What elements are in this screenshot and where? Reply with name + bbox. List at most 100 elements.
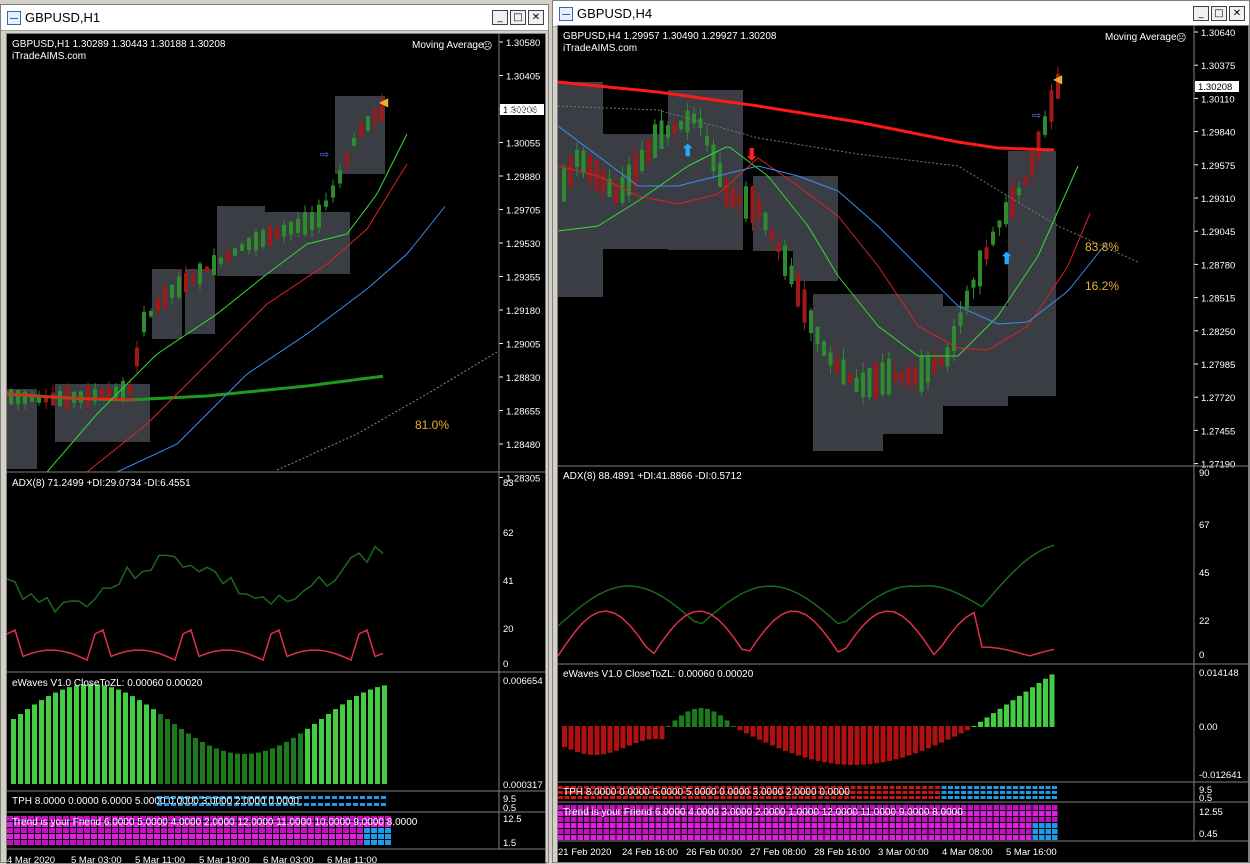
chart-area[interactable]: ⬆ ⬇ ⬆ ◀ ⇨ GBPUSD,H4 1.29957 1.30490 1.29927 … bbox=[557, 25, 1249, 863]
trend-cell bbox=[175, 828, 181, 833]
tph-panel[interactable] bbox=[558, 786, 1057, 799]
trend-cell bbox=[357, 840, 363, 845]
trend-cell bbox=[733, 817, 739, 822]
tph-dot bbox=[662, 791, 667, 794]
tph-dot bbox=[623, 786, 628, 789]
trend-cell bbox=[792, 805, 798, 810]
trend-cell bbox=[371, 828, 377, 833]
chart-canvas[interactable]: ◀⇨ GBPUSD,H1 1.30289 1.30443 1.30188 1.3… bbox=[7, 34, 546, 864]
trend-cell bbox=[1026, 811, 1032, 816]
tph-dot bbox=[1052, 796, 1057, 799]
trend-cell bbox=[746, 829, 752, 834]
ewaves-bar bbox=[95, 684, 100, 784]
maximize-button[interactable]: □ bbox=[1211, 6, 1227, 21]
price-tick-label: 1.28480 bbox=[506, 440, 540, 451]
tph-dot bbox=[746, 786, 752, 789]
maximize-button[interactable]: □ bbox=[510, 10, 526, 25]
trend-cell bbox=[759, 835, 765, 840]
bear-candle bbox=[1010, 187, 1015, 218]
tph-dot bbox=[902, 791, 908, 794]
ewaves-bar bbox=[39, 700, 44, 784]
tph-dot bbox=[954, 796, 960, 799]
price-tick-label: 1.27985 bbox=[1201, 360, 1235, 371]
bull-candle bbox=[366, 116, 370, 131]
tph-dot bbox=[655, 791, 661, 794]
trend-cell bbox=[616, 811, 622, 816]
trend-cell bbox=[701, 805, 707, 810]
tph-dot bbox=[883, 791, 888, 794]
trend-cell bbox=[1000, 835, 1006, 840]
minimize-button[interactable]: _ bbox=[492, 10, 508, 25]
tph-dot bbox=[374, 796, 379, 799]
ewaves-bar bbox=[11, 719, 16, 784]
trend-cell bbox=[308, 840, 314, 845]
trend-cell bbox=[863, 805, 869, 810]
trend-cell bbox=[161, 834, 167, 839]
trend-cell bbox=[974, 817, 980, 822]
close-button[interactable]: ✕ bbox=[1229, 6, 1245, 21]
trend-cell bbox=[308, 834, 314, 839]
trend-cell bbox=[616, 817, 622, 822]
ewaves-panel[interactable] bbox=[11, 684, 387, 784]
ewaves-bar bbox=[1030, 687, 1035, 727]
trend-cell bbox=[245, 828, 251, 833]
adx-panel[interactable] bbox=[7, 545, 384, 662]
trend-cell bbox=[1019, 805, 1025, 810]
trend-cell bbox=[1032, 811, 1038, 816]
price-panel[interactable]: ◀⇨ bbox=[7, 94, 498, 473]
chart-window-h1[interactable]: GBPUSD,H1 _ □ ✕ ◀ ⇨ GBPUSD,H1 1.30289 1.3… bbox=[0, 4, 549, 864]
trend-cell bbox=[759, 817, 765, 822]
price-tick-label: 1.27455 bbox=[1201, 426, 1235, 437]
chart-window-h4[interactable]: GBPUSD,H4 _ □ ✕ ⬆ ⬇ ⬆ ◀ ⇨ GBPUSD,H4 1.29957 … bbox=[552, 0, 1250, 863]
tph-dot bbox=[276, 803, 281, 806]
bull-candle bbox=[352, 138, 356, 146]
trend-cell bbox=[857, 805, 863, 810]
trend-cell bbox=[772, 817, 778, 822]
tph-panel[interactable] bbox=[157, 796, 386, 806]
ewaves-bar bbox=[53, 692, 58, 784]
trend-cell bbox=[961, 811, 967, 816]
trend-cell bbox=[753, 829, 759, 834]
bull-candle bbox=[945, 347, 950, 367]
bull-candle bbox=[620, 176, 625, 203]
tph-dot bbox=[766, 791, 771, 794]
trend-cell bbox=[231, 828, 237, 833]
trend-cell bbox=[831, 835, 837, 840]
window-titlebar[interactable]: GBPUSD,H4 _ □ ✕ bbox=[553, 1, 1249, 27]
trend-cell bbox=[597, 805, 603, 810]
price-panel[interactable]: ⬆ ⬇ ⬆ ◀ ⇨ bbox=[558, 66, 1139, 451]
tph-tick-label: 0.5 bbox=[1199, 793, 1212, 804]
tph-dot bbox=[318, 803, 323, 806]
tph-dot bbox=[346, 796, 351, 799]
adx-panel[interactable] bbox=[558, 544, 1055, 657]
trend-cell bbox=[287, 840, 293, 845]
trend-cell bbox=[870, 805, 876, 810]
ma-red-thick bbox=[7, 393, 136, 401]
window-titlebar[interactable]: GBPUSD,H1 _ □ ✕ bbox=[1, 5, 548, 31]
ewaves-panel[interactable] bbox=[562, 674, 1055, 765]
tph-dot bbox=[740, 796, 745, 799]
price-tick-label: 1.30230 bbox=[506, 105, 540, 116]
trend-cell bbox=[350, 816, 356, 821]
trend-cell bbox=[883, 817, 889, 822]
close-button[interactable]: ✕ bbox=[528, 10, 544, 25]
chart-canvas[interactable]: ⬆ ⬇ ⬆ ◀ ⇨ GBPUSD,H4 1.29957 1.30490 1.29927 … bbox=[558, 26, 1249, 863]
tph-dot bbox=[974, 791, 979, 794]
trend-panel[interactable] bbox=[558, 805, 1058, 840]
trend-cell bbox=[649, 835, 655, 840]
ewaves-bar bbox=[102, 685, 107, 784]
trend-cell bbox=[662, 811, 668, 816]
tph-dot bbox=[896, 791, 901, 794]
chart-area[interactable]: ◀ ⇨ GBPUSD,H1 1.30289 1.30443 1.30188 1.3… bbox=[6, 33, 546, 864]
bull-candle bbox=[854, 377, 859, 393]
trend-cell bbox=[350, 840, 356, 845]
ewaves-bar bbox=[757, 726, 762, 740]
trend-panel[interactable] bbox=[7, 816, 391, 845]
minimize-button[interactable]: _ bbox=[1193, 6, 1209, 21]
trend-cell bbox=[119, 816, 125, 821]
trend-cell bbox=[701, 835, 707, 840]
ewaves-bar bbox=[958, 726, 964, 734]
tph-dot bbox=[785, 796, 791, 799]
tph-dot bbox=[332, 803, 337, 806]
ma-medium bbox=[558, 157, 1091, 351]
